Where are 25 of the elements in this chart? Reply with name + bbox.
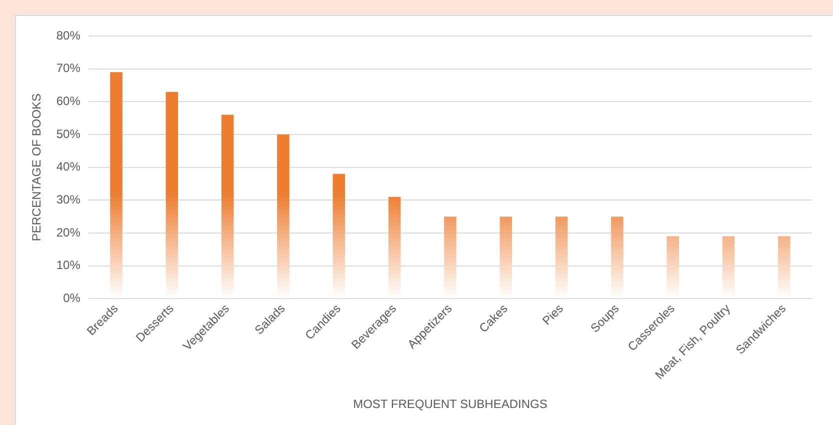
bar [722,236,735,298]
y-tick-label: 30% [56,192,81,206]
x-tick-label: Pies [540,301,566,328]
y-axis-title: PERCENTAGE OF BOOKS [30,93,44,242]
bar [332,174,346,298]
bar [110,72,122,298]
bar [555,216,568,298]
bar [166,92,178,298]
bar [388,196,401,298]
bar [778,236,790,298]
y-tick-label: 50% [56,126,81,141]
y-tick-label: 0% [63,290,81,305]
y-tick-label: 10% [56,258,81,272]
y-tick-label: 20% [56,225,81,240]
y-tick-label: 70% [56,61,81,76]
bar [277,134,290,298]
x-axis-title: MOST FREQUENT SUBHEADINGS [353,397,548,412]
bar [611,216,624,298]
bar [221,114,234,298]
bar [666,236,679,298]
bar [444,216,456,298]
y-tick-label: 40% [56,160,81,174]
y-tick-label: 80% [56,28,81,42]
bar [500,216,512,298]
y-tick-label: 60% [56,94,81,108]
